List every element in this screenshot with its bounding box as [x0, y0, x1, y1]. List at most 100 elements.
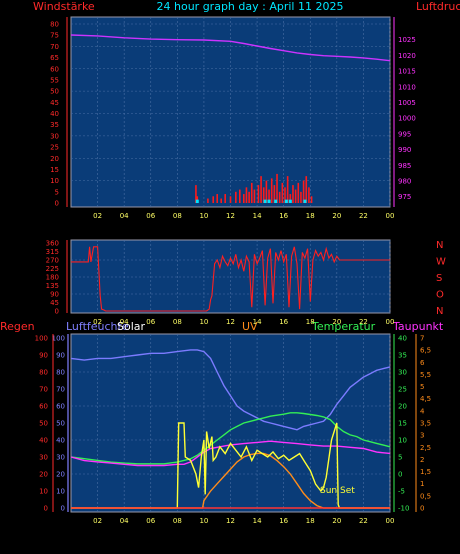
solar-line — [71, 422, 390, 509]
x-tick-label: 10 — [199, 318, 208, 326]
y-tick-label-humidity: 30 — [56, 454, 65, 462]
y-tick-label-humidity: 20 — [56, 471, 65, 479]
x-tick-label: 18 — [306, 212, 315, 220]
y-tick-label-right: 1000 — [398, 115, 416, 123]
y-tick-label-regen: 90 — [39, 352, 48, 360]
taupunkt-label: Taupunkt — [392, 320, 444, 333]
y-tick-label-left: 315 — [46, 248, 59, 256]
direction-line — [71, 246, 390, 312]
y-tick-label-left: 25 — [50, 144, 59, 152]
y-tick-label-regen: 10 — [39, 488, 48, 496]
y-tick-label-left: 90 — [50, 291, 59, 299]
x-tick-label: 20 — [332, 212, 341, 220]
compass-label: W — [436, 257, 446, 268]
y-tick-label-temp: 35 — [398, 352, 407, 360]
chart-header: Windstärke 24 hour graph day : April 11 … — [33, 0, 460, 13]
y-tick-label-temp: -5 — [398, 488, 405, 496]
gust-bar — [195, 199, 199, 203]
y-tick-label-dewpoint: 7 — [420, 335, 424, 343]
y-tick-label-regen: 100 — [35, 335, 48, 343]
y-tick-label-dewpoint: 4,5 — [420, 395, 431, 403]
y-tick-label-temp: 25 — [398, 386, 407, 394]
y-tick-label-temp: 5 — [398, 454, 402, 462]
luftdruck-label: Luftdruck — [416, 0, 460, 13]
y-tick-label-humidity: 0 — [61, 505, 65, 513]
y-tick-label-left: 35 — [50, 121, 59, 129]
x-tick-label: 04 — [120, 517, 129, 525]
wind-pressure-panel: 02 04 06 08 10 12 14 16 18 20 22 000510152025303540… — [50, 16, 416, 220]
x-tick-label: 06 — [146, 212, 155, 220]
y-tick-label-humidity: 100 — [52, 335, 65, 343]
y-tick-label-dewpoint: 5,5 — [420, 371, 431, 379]
y-tick-label-right: 975 — [398, 193, 411, 201]
x-tick-label: 22 — [359, 517, 368, 525]
x-tick-label: 14 — [253, 212, 262, 220]
y-tick-label-dewpoint: 6 — [420, 359, 425, 367]
compass-label: O — [436, 290, 444, 301]
x-tick-label: 20 — [332, 517, 341, 525]
y-tick-label-left: 45 — [50, 299, 59, 307]
x-tick-label: 00 — [386, 318, 395, 326]
x-tick-label: 16 — [279, 517, 288, 525]
x-tick-label: 18 — [306, 318, 315, 326]
y-tick-label-regen: 30 — [39, 454, 48, 462]
gust-bar — [274, 199, 278, 203]
x-tick-label: 00 — [386, 212, 395, 220]
x-tick-label: 14 — [253, 318, 262, 326]
compass-label: S — [436, 273, 442, 284]
sunset-label: Sun Set — [320, 486, 355, 496]
x-tick-label: 12 — [226, 517, 235, 525]
y-tick-label-temp: -10 — [398, 505, 409, 513]
y-tick-label-dewpoint: 2 — [420, 456, 424, 464]
y-tick-label-right: 1020 — [398, 52, 416, 60]
y-tick-label-temp: 15 — [398, 420, 407, 428]
y-tick-label-left: 15 — [50, 166, 59, 174]
y-tick-label-left: 270 — [46, 257, 59, 265]
compass-label: N — [436, 240, 443, 251]
x-tick-label: 08 — [173, 318, 182, 326]
plot-area — [70, 16, 391, 208]
x-tick-label: 06 — [146, 318, 155, 326]
x-tick-label: 10 — [199, 212, 208, 220]
uv-line — [71, 452, 390, 509]
gust-bar — [263, 199, 267, 203]
y-tick-label-right: 1010 — [398, 83, 416, 91]
y-tick-label-dewpoint: 5 — [420, 383, 424, 391]
x-tick-label: 18 — [306, 517, 315, 525]
x-tick-label: 22 — [359, 212, 368, 220]
y-tick-label-dewpoint: 1,5 — [420, 468, 431, 476]
y-tick-label-left: 20 — [50, 155, 59, 163]
y-tick-label-right: 995 — [398, 130, 411, 138]
y-tick-label-dewpoint: 1 — [420, 480, 424, 488]
x-tick-label: 04 — [120, 212, 129, 220]
y-tick-label-left: 70 — [50, 43, 59, 51]
temperature-line — [70, 412, 391, 465]
y-tick-label-humidity: 80 — [56, 369, 65, 377]
y-tick-label-dewpoint: 3 — [420, 432, 424, 440]
y-tick-label-humidity: 10 — [56, 488, 65, 496]
y-tick-label-regen: 50 — [39, 420, 48, 428]
x-tick-label: 12 — [226, 318, 235, 326]
y-tick-label-temp: 40 — [398, 335, 407, 343]
panel3-header: Regen Luftfeuchte Solar UV Temperatur Ta… — [0, 320, 444, 333]
y-tick-label-left: 40 — [50, 110, 59, 118]
climate-panel: 02 04 06 08 10 12 14 16 18 20 22 000102030405060708… — [35, 333, 431, 525]
y-tick-label-regen: 20 — [39, 471, 48, 479]
y-tick-label-dewpoint: 4 — [420, 407, 425, 415]
luftfeuchte-label: Luftfeuchte — [66, 320, 129, 333]
y-tick-label-humidity: 60 — [56, 403, 65, 411]
x-tick-label: 06 — [146, 517, 155, 525]
y-tick-label-regen: 40 — [39, 437, 48, 445]
y-tick-label-right: 990 — [398, 146, 411, 154]
regen-label: Regen — [0, 320, 35, 333]
compass-label: N — [436, 306, 443, 317]
y-tick-label-left: 65 — [50, 54, 59, 62]
x-tick-label: 04 — [120, 318, 129, 326]
uv-label: UV — [242, 320, 258, 333]
y-tick-label-regen: 0 — [44, 505, 48, 513]
x-tick-label: 14 — [253, 517, 262, 525]
x-tick-label: 00 — [386, 517, 395, 525]
y-tick-label-left: 135 — [46, 282, 59, 290]
gust-bar — [303, 199, 307, 203]
